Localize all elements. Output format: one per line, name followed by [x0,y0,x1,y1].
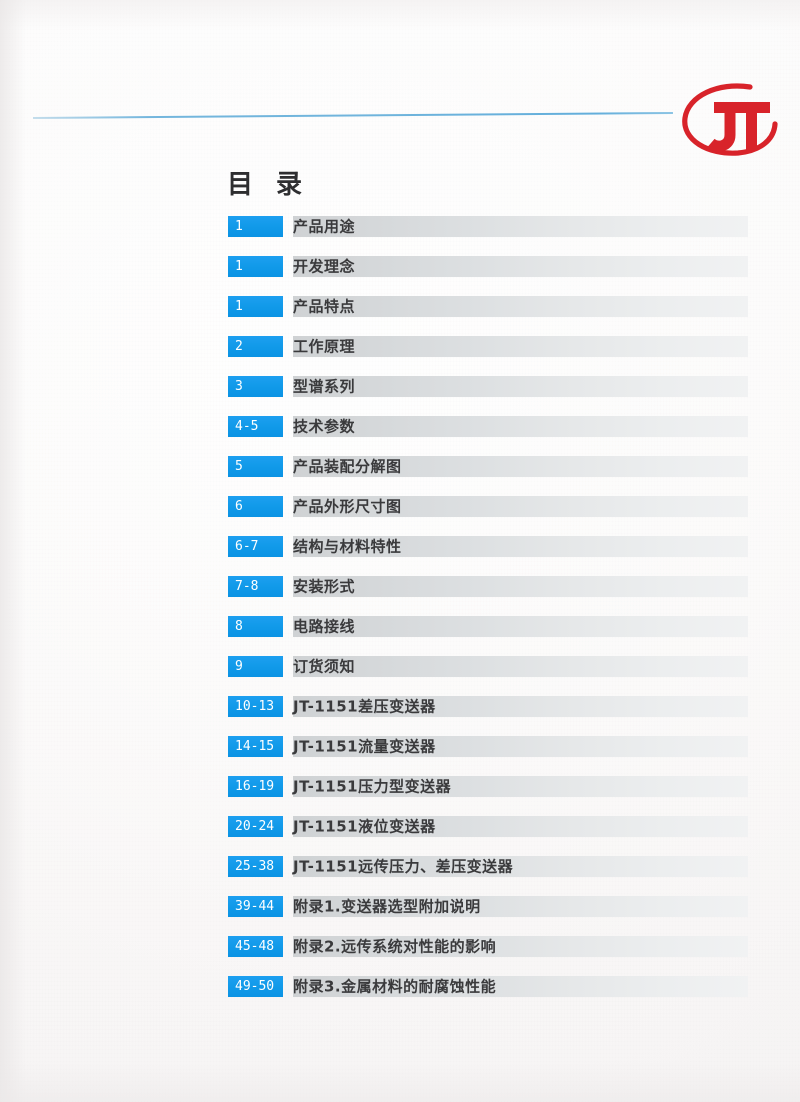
page-number-badge: 9 [228,656,283,677]
toc-entry-label: 附录3.金属材料的耐腐蚀性能 [293,977,497,995]
toc-row[interactable]: 3 型谱系列 [228,376,748,397]
toc-row[interactable]: 6-7 结构与材料特性 [228,536,748,557]
page-number-badge: 6-7 [228,536,283,557]
toc-row[interactable]: 16-19 JT-1151压力型变送器 [228,776,748,797]
toc-row[interactable]: 14-15 JT-1151流量变送器 [228,736,748,757]
page-number-badge: 8 [228,616,283,637]
toc-row[interactable]: 6 产品外形尺寸图 [228,496,748,517]
toc-row[interactable]: 9 订货须知 [228,656,748,677]
jt-logo [672,80,780,158]
toc-entry-label: 工作原理 [293,337,356,355]
toc-entry-label: JT-1151压力型变送器 [293,777,452,795]
toc-row[interactable]: 7-8 安装形式 [228,576,748,597]
page-top-shading [0,0,800,30]
toc-entry-label: 安装形式 [293,577,356,595]
toc-entry-bar: 结构与材料特性 [293,536,748,557]
toc-row[interactable]: 45-48 附录2.远传系统对性能的影响 [228,936,748,957]
toc-row[interactable]: 49-50 附录3.金属材料的耐腐蚀性能 [228,976,748,997]
toc-entry-label: 订货须知 [293,657,356,675]
toc-entry-bar: 开发理念 [293,256,748,277]
toc-row[interactable]: 10-13 JT-1151差压变送器 [228,696,748,717]
toc-entry-bar: JT-1151液位变送器 [293,816,748,837]
page-bottom-shading [0,1062,800,1102]
toc-row[interactable]: 25-38 JT-1151远传压力、差压变送器 [228,856,748,877]
toc-entry-bar: 附录1.变送器选型附加说明 [293,896,748,917]
toc-entry-bar: JT-1151压力型变送器 [293,776,748,797]
toc-row[interactable]: 5 产品装配分解图 [228,456,748,477]
toc-entry-label: JT-1151远传压力、差压变送器 [293,857,514,875]
toc-entry-label: 产品用途 [293,217,356,235]
page-number-badge: 1 [228,216,283,237]
page-number-badge: 14-15 [228,736,283,757]
page-number-badge: 2 [228,336,283,357]
toc-entry-label: JT-1151流量变送器 [293,737,436,755]
toc-row[interactable]: 2 工作原理 [228,336,748,357]
toc-row[interactable]: 20-24 JT-1151液位变送器 [228,816,748,837]
toc-entry-label: 附录2.远传系统对性能的影响 [293,937,497,955]
toc-entry-bar: 附录3.金属材料的耐腐蚀性能 [293,976,748,997]
toc-entry-bar: 工作原理 [293,336,748,357]
toc-entry-label: 结构与材料特性 [293,537,402,555]
toc-entry-bar: JT-1151远传压力、差压变送器 [293,856,748,877]
toc-entry-bar: 型谱系列 [293,376,748,397]
page-number-badge: 39-44 [228,896,283,917]
toc-entry-label: 技术参数 [293,417,356,435]
header-divider-line [32,111,673,119]
toc-entry-bar: 安装形式 [293,576,748,597]
toc-entry-label: 开发理念 [293,257,356,275]
page-number-badge: 10-13 [228,696,283,717]
toc-row[interactable]: 4-5 技术参数 [228,416,748,437]
toc-entry-bar: 订货须知 [293,656,748,677]
page-number-badge: 49-50 [228,976,283,997]
page-number-badge: 7-8 [228,576,283,597]
page-number-badge: 1 [228,256,283,277]
page-title: 目 录 [227,170,310,200]
toc-row[interactable]: 1 产品用途 [228,216,748,237]
toc-entry-bar: 产品外形尺寸图 [293,496,748,517]
toc-entry-bar: 电路接线 [293,616,748,637]
toc-entry-bar: JT-1151差压变送器 [293,696,748,717]
page-number-badge: 4-5 [228,416,283,437]
page-number-badge: 6 [228,496,283,517]
toc-entry-label: 产品装配分解图 [293,457,402,475]
toc-entry-bar: 技术参数 [293,416,748,437]
page-number-badge: 45-48 [228,936,283,957]
toc-entry-bar: 产品装配分解图 [293,456,748,477]
page-number-badge: 20-24 [228,816,283,837]
toc-entry-bar: 产品用途 [293,216,748,237]
toc-entry-label: 附录1.变送器选型附加说明 [293,897,481,915]
toc-row[interactable]: 39-44 附录1.变送器选型附加说明 [228,896,748,917]
toc-entry-bar: 附录2.远传系统对性能的影响 [293,936,748,957]
page-number-badge: 1 [228,296,283,317]
toc-row[interactable]: 8 电路接线 [228,616,748,637]
toc-entry-bar: JT-1151流量变送器 [293,736,748,757]
toc-entry-bar: 产品特点 [293,296,748,317]
toc-row[interactable]: 1 开发理念 [228,256,748,277]
page-left-shading [0,0,26,1102]
page-number-badge: 25-38 [228,856,283,877]
page-number-badge: 3 [228,376,283,397]
page-number-badge: 16-19 [228,776,283,797]
toc-entry-label: JT-1151液位变送器 [293,817,436,835]
toc-entry-label: JT-1151差压变送器 [293,697,436,715]
toc-entry-label: 产品外形尺寸图 [293,497,402,515]
toc-entry-label: 产品特点 [293,297,356,315]
toc-row[interactable]: 1 产品特点 [228,296,748,317]
table-of-contents: 1 产品用途 1 开发理念 1 产品特点 2 工作原理 3 [228,216,748,1016]
toc-entry-label: 型谱系列 [293,377,356,395]
page-number-badge: 5 [228,456,283,477]
toc-entry-label: 电路接线 [293,617,356,635]
